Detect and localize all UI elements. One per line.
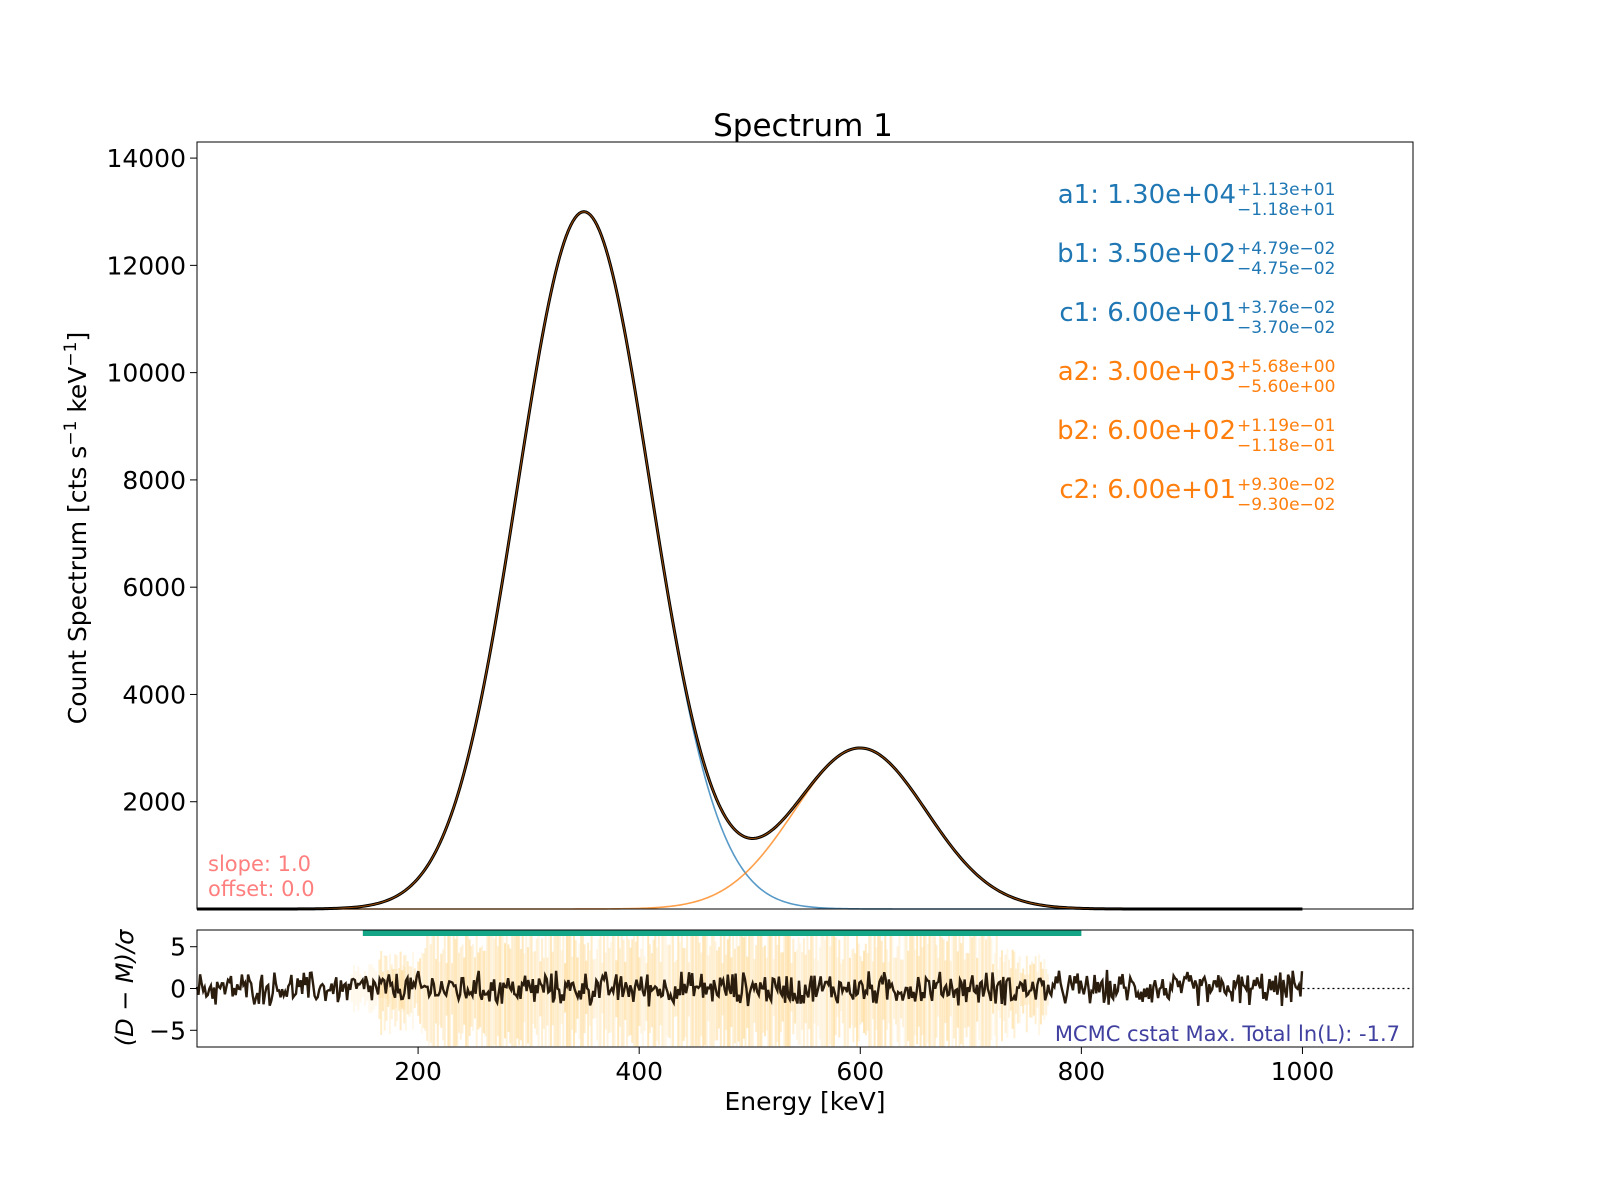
x-axis-label: Energy [keV] xyxy=(724,1087,885,1116)
y-label-part2: keV xyxy=(63,367,92,421)
mcmc-annotation: MCMC cstat Max. Total ln(L): -1.7 xyxy=(1055,1022,1400,1046)
residual-line xyxy=(195,969,1304,1007)
offset-annotation: offset: 0.0 xyxy=(208,877,315,901)
param-value: b1: 3.50e+02 xyxy=(1057,239,1236,269)
chart-title: Spectrum 1 xyxy=(713,108,893,144)
residual-y-tick-label: −5 xyxy=(149,1016,186,1045)
x-tick-label: 200 xyxy=(394,1057,442,1086)
y-label-part1: Count Spectrum [cts s xyxy=(63,446,92,725)
y-tick-label: 6000 xyxy=(122,573,186,602)
y-tick-label: 8000 xyxy=(122,466,186,495)
y-tick-label: 12000 xyxy=(106,251,186,280)
y-label-sup1: −1 xyxy=(61,421,81,446)
main-panel: Spectrum 1 2000 4000 6000 8000 10000 12000 140… xyxy=(61,108,1414,911)
param-upper-error: +1.19e−01 xyxy=(1237,416,1335,436)
main-y-axis-label: Count Spectrum [cts s−1 keV−1] xyxy=(61,332,92,725)
param-value: a1: 1.30e+04 xyxy=(1058,180,1236,210)
component-2-line xyxy=(197,747,1303,910)
param-upper-error: +4.79e−02 xyxy=(1237,239,1335,259)
param-upper-error: +1.13e+01 xyxy=(1237,180,1335,200)
param-lower-error: −1.18e+01 xyxy=(1237,200,1335,220)
y-tick-label: 4000 xyxy=(122,680,186,709)
slope-annotation: slope: 1.0 xyxy=(208,852,311,876)
x-tick-label: 400 xyxy=(615,1057,663,1086)
fit-range-bar xyxy=(362,930,1082,936)
x-tick-label: 800 xyxy=(1058,1057,1106,1086)
y-tick-label: 14000 xyxy=(106,144,186,173)
y-label-sup2: −1 xyxy=(61,342,81,367)
y-tick-label: 10000 xyxy=(106,359,186,388)
residual-y-tick-label: 5 xyxy=(170,933,186,962)
y-label-part3: ] xyxy=(63,332,92,342)
param-value: c2: 6.00e+01 xyxy=(1059,475,1236,505)
param-lower-error: −1.18e−01 xyxy=(1237,436,1335,456)
param-upper-error: +9.30e−02 xyxy=(1237,475,1335,495)
residual-y-axis-label: (D − M)/σ xyxy=(111,929,139,1046)
param-lower-error: −4.75e−02 xyxy=(1237,259,1335,279)
param-lower-error: −9.30e−02 xyxy=(1237,495,1335,515)
residual-y-tick-label: 0 xyxy=(170,975,186,1004)
param-lower-error: −5.60e+00 xyxy=(1237,377,1335,397)
param-value: c1: 6.00e+01 xyxy=(1059,298,1236,328)
residual-y-ticks: −5 0 5 xyxy=(149,933,197,1045)
param-lower-error: −3.70e−02 xyxy=(1237,318,1335,338)
x-tick-label: 600 xyxy=(836,1057,884,1086)
main-axes-frame xyxy=(196,141,1414,910)
x-tick-label: 1000 xyxy=(1271,1057,1335,1086)
y-tick-label: 2000 xyxy=(122,788,186,817)
residual-panel: −5 0 5 200 400 600 800 1000 (D − M)/σ Energy [… xyxy=(111,929,1414,1116)
param-value: a2: 3.00e+03 xyxy=(1058,357,1236,387)
param-upper-error: +3.76e−02 xyxy=(1237,298,1335,318)
param-value: b2: 6.00e+02 xyxy=(1057,416,1236,446)
param-upper-error: +5.68e+00 xyxy=(1237,357,1335,377)
main-y-ticks: 2000 4000 6000 8000 10000 12000 14000 xyxy=(106,144,197,817)
residual-x-ticks: 200 400 600 800 1000 xyxy=(394,1047,1334,1086)
